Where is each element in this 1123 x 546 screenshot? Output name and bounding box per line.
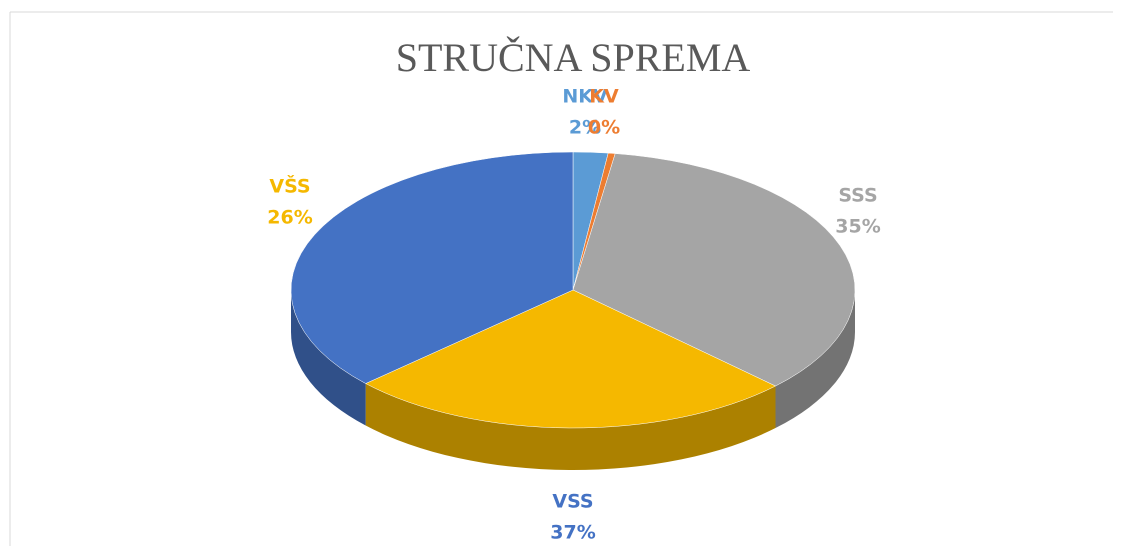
data-label-name: SSS xyxy=(838,185,877,207)
chart-title: STRUČNA SPREMA xyxy=(396,35,751,80)
data-label-value: 35% xyxy=(835,216,880,238)
data-label-value: 0% xyxy=(588,117,620,139)
slice-side xyxy=(365,383,776,470)
data-label-value: 37% xyxy=(550,522,595,544)
data-label-name: NKV xyxy=(562,86,608,108)
slice xyxy=(365,289,777,429)
slice-side xyxy=(775,290,855,429)
slice-side xyxy=(291,290,366,426)
slice xyxy=(572,153,856,387)
data-label-value: 26% xyxy=(267,207,312,229)
data-label-name: VŠS xyxy=(269,174,310,198)
data-label-name: KV xyxy=(589,86,619,108)
slice xyxy=(290,151,574,384)
data-label-value: 2% xyxy=(569,117,601,139)
data-label-name: VSS xyxy=(552,491,593,513)
